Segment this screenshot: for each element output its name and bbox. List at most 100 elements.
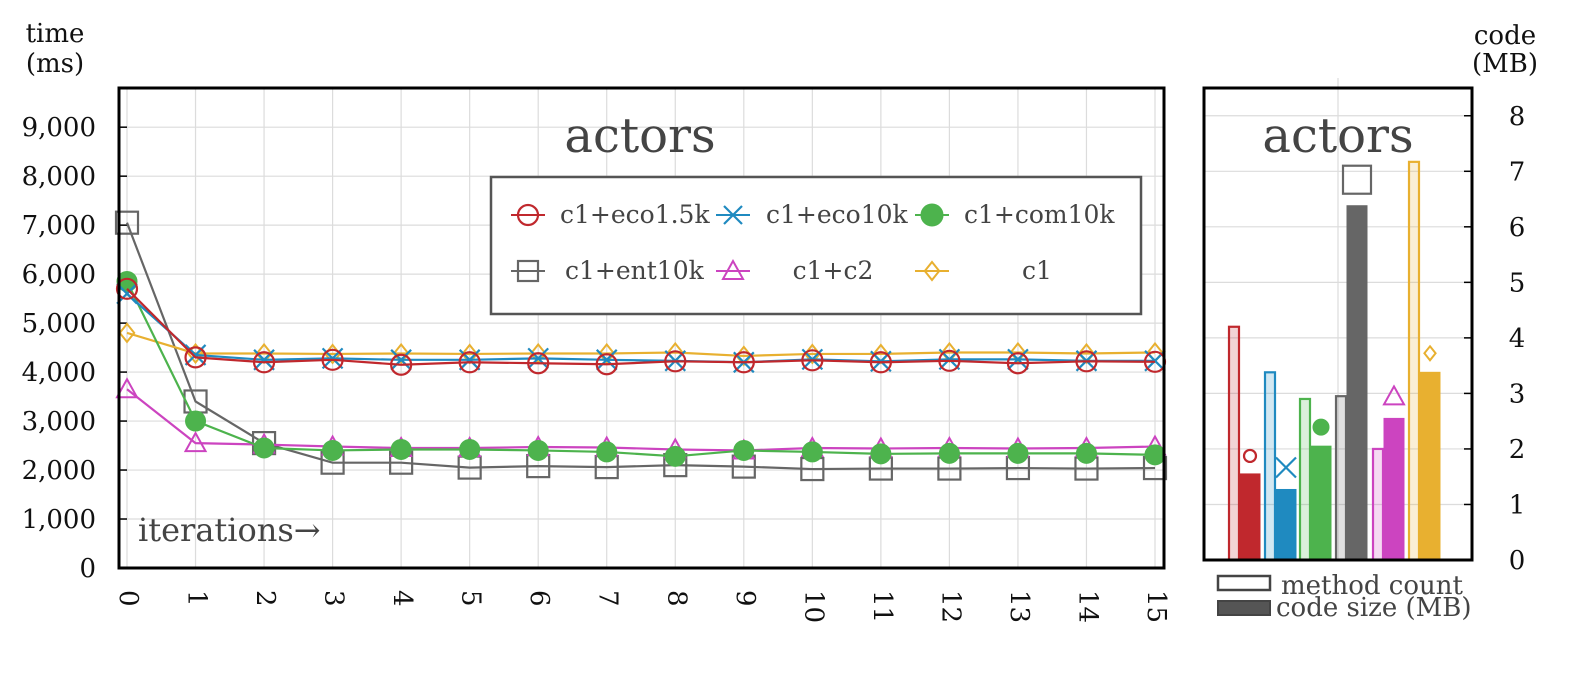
series-point [527,439,549,461]
bar-marker [1382,384,1406,406]
y-tick-label: 2 [1509,435,1526,465]
y-tick-label: 3,000 [22,407,96,437]
x-tick-label: 15 [1141,590,1171,623]
series-point [733,439,755,461]
bar-chart-ylabel-line1: code [1474,21,1536,51]
series-point [1075,350,1098,373]
legend-method-count-swatch [1216,574,1272,592]
code-size-bar [1275,488,1297,561]
legend-code-size-label: code size (MB) [1276,593,1472,623]
bar-group-c1+ent10k [1334,164,1373,562]
legend-label: c1+c2 [793,256,874,285]
code-size-bar [1310,445,1332,561]
x-tick-label: 3 [319,590,349,607]
series-point [1009,341,1027,364]
y-tick-label: 4,000 [22,358,96,388]
series-point [1006,352,1030,375]
legend-item-c1+eco1.5k: c1+eco1.5k [511,200,710,229]
bar-marker [1312,418,1330,436]
x-tick-label: 9 [730,590,760,607]
series-point [183,431,208,453]
bar-marker [1423,344,1437,362]
series-point [390,353,413,376]
series-point [1144,444,1166,466]
series-point-b [184,344,207,366]
series-point [869,351,892,374]
y-tick-label: 7,000 [22,211,96,241]
line-chart-title: actors [564,108,715,164]
series-point [253,437,275,459]
x-tick-label: 1 [182,590,212,607]
bar-chart-y-tick-labels: 0 1 2 3 4 5 6 7 8 [1509,102,1526,576]
series-point [664,445,686,467]
series-point [392,342,410,365]
x-tick-label: 6 [524,590,554,607]
legend-marker [923,260,941,282]
x-tick-label: 12 [935,590,965,623]
series-line [126,292,1155,364]
bar-group-c1 [1407,160,1441,562]
legend-label: c1+eco1.5k [560,200,710,229]
legend-marker [516,259,540,283]
x-tick-label: 10 [798,590,828,623]
bar-group-c1+eco10k [1263,371,1297,562]
legend-item-c1+ent10k: c1+ent10k [511,256,705,285]
series-c1+com10k [116,270,1166,467]
bar-marker [1242,448,1258,464]
method-count-bar [1298,397,1312,562]
y-tick-label: 0 [1509,546,1526,576]
x-tick-label: 5 [456,590,486,607]
series-point [870,443,892,465]
line-chart-frame [117,86,1166,570]
y-tick-label: 0 [79,554,96,584]
series-point [1007,442,1029,464]
y-tick-label: 1 [1509,490,1526,520]
y-tick-label: 2,000 [22,456,96,486]
y-tick-label: 5 [1509,268,1526,298]
series-point-b [458,349,481,371]
series-point [938,349,961,372]
y-tick-label: 7 [1509,157,1526,187]
legend-label: c1+com10k [964,200,1115,229]
series-point [459,438,481,460]
line-chart-x-tick-labels: 0 1 2 3 4 5 6 7 8 9 10 11 12 13 14 15 [113,590,1171,623]
series-point [938,442,960,464]
series-point [598,342,616,365]
legend-item-c1+eco10k: c1+eco10k [716,200,909,229]
legend-code-size-swatch [1217,600,1271,616]
legend-item-c1: c1 [915,256,1052,285]
legend-marker [920,203,944,227]
series-point-b [390,349,412,371]
x-tick-label: 11 [867,590,897,623]
method-count-bar [1227,325,1241,562]
line-chart-ylabel-line1: time [26,19,85,49]
series-line [126,388,1156,452]
y-tick-label: 8,000 [22,162,96,192]
bar-chart: code (MB) 0 1 2 3 4 5 6 7 8 actors method count … [1202,21,1538,623]
series-point [664,350,687,373]
y-tick-label: 9,000 [22,113,96,143]
bar-group-c1+eco1.5k [1227,325,1261,562]
series-point [1075,442,1097,464]
x-tick-label: 0 [113,590,143,607]
legend-label: c1+eco10k [766,200,909,229]
code-size-bar [1419,371,1441,561]
legend-item-c1+c2: c1+c2 [716,256,873,285]
line-chart-xlabel: iterations→ [138,511,321,549]
x-tick-label: 14 [1072,590,1102,623]
method-count-bar [1263,371,1277,562]
series-point [321,348,344,371]
series-point [184,346,207,369]
legend-marker [516,203,540,227]
series-line [126,331,1156,358]
series-point [115,377,139,399]
series-line [126,288,1156,366]
series-point-b [1007,348,1029,371]
legend-label: c1+ent10k [565,256,705,285]
series-point [527,352,550,375]
series-point [595,353,618,376]
line-chart-legend: c1+eco1.5k c1+eco10k c1+com10k c1+ent10k c1+… [489,175,1143,316]
bar-marker [1341,164,1373,195]
series-point [116,270,138,292]
